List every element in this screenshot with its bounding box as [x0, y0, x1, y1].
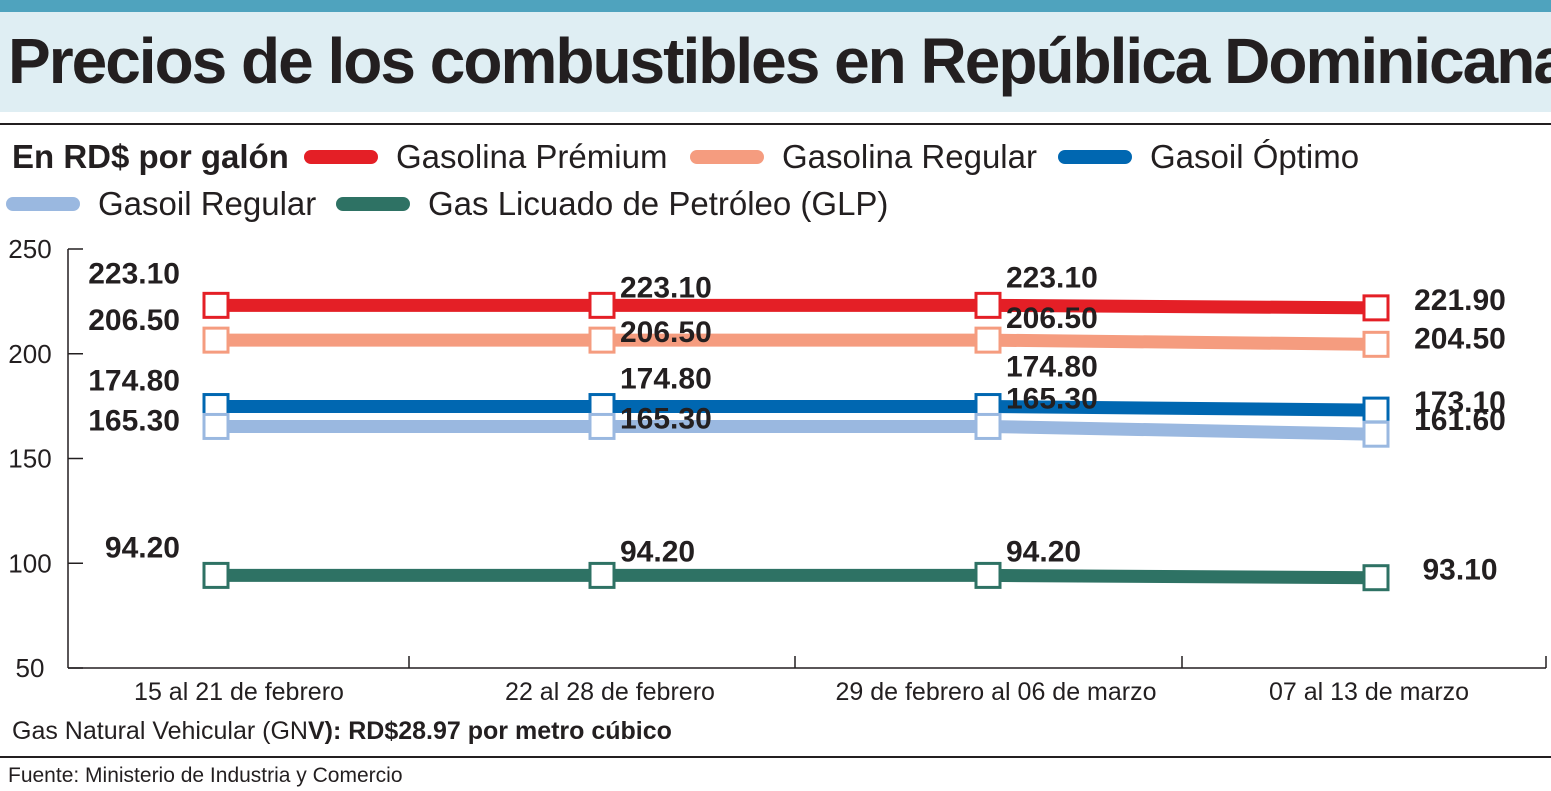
data-point: [1362, 564, 1390, 592]
top-accent-bar: [0, 0, 1551, 12]
data-label: 223.10: [620, 271, 712, 304]
series-line: [216, 568, 1377, 585]
data-label: 174.80: [620, 363, 712, 396]
data-label: 206.50: [620, 316, 712, 349]
data-label: 174.80: [88, 365, 180, 398]
legend-swatch-gasoil-regular: [6, 197, 80, 211]
legend-label-gasoil-regular: Gasoil Regular: [98, 185, 317, 222]
legend-label-gasolina-regular: Gasolina Regular: [782, 138, 1037, 175]
data-point: [974, 412, 1002, 440]
legend-label-gasoil-optimo: Gasoil Óptimo: [1150, 138, 1360, 175]
data-label: 94.20: [1006, 535, 1081, 568]
data-label: 206.50: [1006, 302, 1098, 335]
data-label: 204.50: [1414, 322, 1506, 355]
data-label: 161.60: [1414, 404, 1506, 437]
data-label: 173.10: [1414, 386, 1506, 419]
data-point: [202, 412, 230, 440]
data-point: [974, 326, 1002, 354]
gnv-note-prefix: Gas Natural Vehicular (GN: [12, 717, 308, 745]
series-line: [216, 333, 1377, 351]
data-point: [588, 291, 616, 319]
series-line: [216, 400, 1377, 417]
data-label: 223.10: [88, 257, 180, 290]
gnv-note-value: V): RD$28.97 por metro cúbico: [307, 717, 672, 745]
data-label: 94.20: [620, 535, 695, 568]
legend-label-gasolina-premium: Gasolina Prémium: [396, 138, 668, 175]
legend-label-glp: Gas Licuado de Petróleo (GLP): [428, 185, 889, 222]
data-point: [588, 412, 616, 440]
data-label: 174.80: [1006, 351, 1098, 384]
legend-item-gasoil-optimo: Gasoil Óptimo: [1058, 138, 1359, 176]
legend-swatch-glp: [336, 197, 410, 211]
x-tick-label: 15 al 21 de febrero: [134, 678, 344, 706]
chart-title: Precios de los combustibles en República…: [8, 25, 1551, 97]
data-point: [974, 561, 1002, 589]
title-rule: [0, 123, 1551, 125]
data-label: 165.30: [620, 402, 712, 435]
data-label: 223.10: [1006, 261, 1098, 294]
y-tick-label: 150: [8, 444, 51, 474]
data-point: [1362, 294, 1390, 322]
footer-rule: [0, 756, 1551, 758]
data-point: [202, 291, 230, 319]
legend-swatch-gasoil-optimo: [1058, 150, 1132, 164]
legend-swatch-gasolina-regular: [690, 150, 764, 164]
legend-item-glp: Gas Licuado de Petróleo (GLP): [336, 185, 888, 223]
x-tick-label: 07 al 13 de marzo: [1269, 678, 1469, 706]
data-point: [202, 326, 230, 354]
series-line: [216, 298, 1377, 315]
data-label: 93.10: [1422, 554, 1497, 587]
legend-item-gasolina-regular: Gasolina Regular: [690, 138, 1037, 176]
legend-item-gasolina-premium: Gasolina Prémium: [304, 138, 667, 176]
x-tick-label: 22 al 28 de febrero: [505, 678, 715, 706]
data-label: 165.30: [88, 404, 180, 437]
data-point: [202, 561, 230, 589]
data-label: 165.30: [1006, 382, 1098, 415]
title-band: [0, 12, 1551, 112]
line-chart: 50 100 150 200 250 15 al 21 de febrero 22 al 2…: [8, 235, 1547, 706]
data-point: [588, 561, 616, 589]
legend-item-gasoil-regular: Gasoil Regular: [6, 185, 316, 223]
data-label: 206.50: [88, 304, 180, 337]
source-note: Fuente: Ministerio de Industria y Comerc…: [8, 764, 403, 787]
x-tick-label: 29 de febrero al 06 de marzo: [835, 678, 1156, 706]
data-point: [1362, 420, 1390, 448]
y-tick-label: 50: [16, 653, 45, 683]
data-point: [1362, 396, 1390, 424]
y-tick-label: 100: [8, 548, 51, 578]
data-point: [588, 326, 616, 354]
data-point: [974, 291, 1002, 319]
data-label: 94.20: [105, 531, 180, 564]
unit-label: En RD$ por galón: [12, 138, 289, 175]
y-tick-label: 250: [8, 235, 51, 264]
series-line: [216, 419, 1377, 441]
gnv-note: Gas Natural Vehicular (GNV): RD$28.97 po…: [12, 717, 672, 746]
data-point: [1362, 330, 1390, 358]
y-tick-label: 200: [8, 339, 51, 369]
legend-swatch-gasolina-premium: [304, 150, 378, 164]
data-label: 221.90: [1414, 284, 1506, 317]
